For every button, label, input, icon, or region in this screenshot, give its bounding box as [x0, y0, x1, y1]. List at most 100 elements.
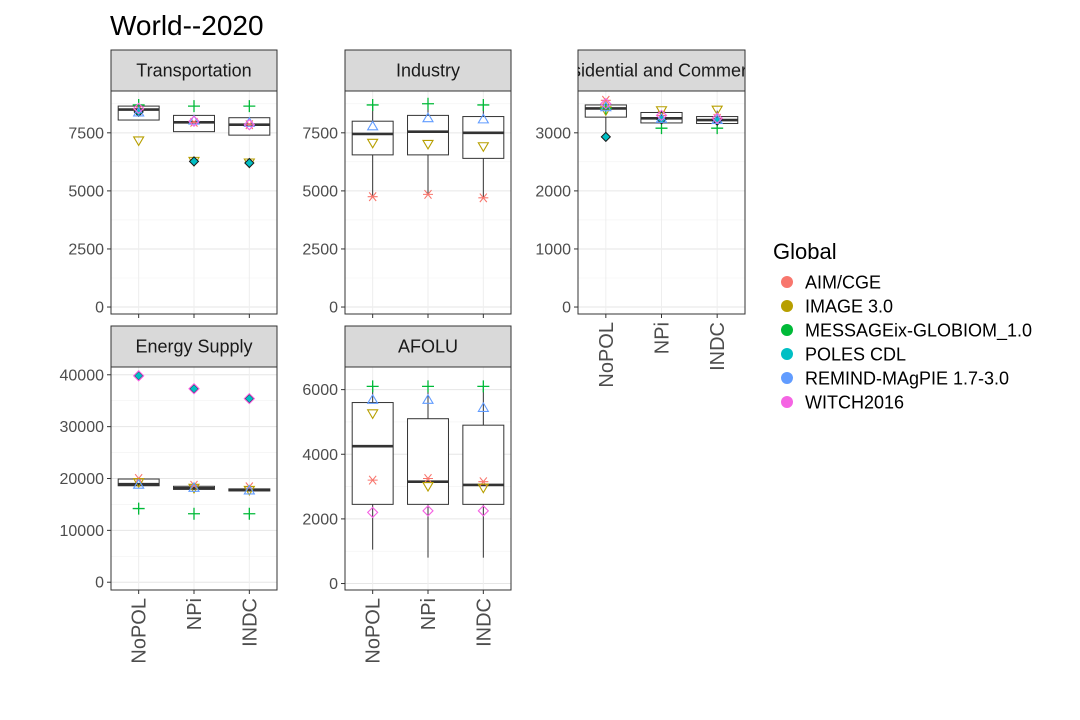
- box-npi: [173, 485, 215, 490]
- legend-key: [781, 276, 793, 288]
- point-messageix-globiom-1-0: [422, 97, 434, 110]
- facet-panel-energy-supply: Energy Supply 0 10000 20000 30000 40000 NoPOL N…: [60, 325, 278, 664]
- point-image-3-0: [366, 409, 379, 420]
- facet-strip-label: AFOLU: [398, 337, 458, 357]
- point-messageix-globiom-1-0: [132, 502, 145, 515]
- facet-panel-transportation: Transportation 0 2500 5000 7500: [68, 49, 278, 318]
- point-messageix-globiom-1-0: [477, 98, 490, 111]
- point-image-3-0: [477, 142, 490, 153]
- point-poles-cdl: [133, 370, 144, 382]
- point-image-3-0: [366, 138, 379, 149]
- y-tick-label: 2000: [535, 183, 571, 200]
- legend-label: IMAGE 3.0: [805, 297, 893, 317]
- box-indc: [462, 386, 505, 558]
- box-nopol: [351, 386, 394, 550]
- facet-strip: [110, 325, 278, 368]
- y-tick-label: 2500: [68, 241, 104, 258]
- point-witch2016: [655, 109, 668, 122]
- legend-label: AIM/CGE: [805, 273, 881, 293]
- legend-key: [781, 324, 793, 336]
- point-remind-magpie-1-7-3-0: [243, 484, 256, 495]
- point-poles-cdl: [600, 131, 612, 143]
- facet-panel-industry: Industry 0 2500 5000 7500: [302, 49, 512, 318]
- point-aim-cge: [423, 189, 433, 200]
- facet-panel-afolu: AFOLU 0 2000 4000 6000 NoPOL NPi INDC: [302, 325, 512, 664]
- point-messageix-globiom-1-0: [477, 380, 490, 393]
- point-witch2016: [600, 97, 612, 110]
- y-tick-label: 2000: [302, 511, 338, 528]
- box-nopol: [351, 104, 394, 196]
- box-body: [462, 424, 505, 505]
- y-tick-label: 2500: [302, 241, 338, 258]
- point-image-3-0: [422, 482, 434, 493]
- x-tick-label: NPi: [652, 322, 674, 354]
- point-witch2016: [243, 392, 256, 405]
- x-tick-label: NoPOL: [129, 598, 151, 664]
- point-aim-cge: [600, 95, 611, 105]
- x-tick-label: NPi: [184, 598, 206, 630]
- point-image-3-0: [132, 136, 145, 147]
- y-tick-label: 0: [562, 300, 571, 317]
- point-aim-cge: [367, 475, 378, 485]
- y-tick-label: 10000: [60, 523, 105, 540]
- facet-strip: [577, 49, 746, 92]
- point-image-3-0: [655, 106, 668, 117]
- y-tick-label: 5000: [302, 183, 338, 200]
- facet-panels: Transportation 0 2500 5000 7500 Industry 0 2500…: [60, 49, 774, 664]
- facet-strip: [344, 325, 512, 368]
- facet-strip-label: Transportation: [136, 61, 251, 81]
- point-image-3-0: [188, 483, 200, 494]
- model-points: [366, 97, 490, 203]
- model-points: [132, 370, 256, 520]
- legend-label: POLES CDL: [805, 345, 906, 365]
- facet-panel-residential-and-commercial: Residential and Commercial 0 1000 2000 3000 N…: [535, 49, 774, 388]
- point-witch2016: [132, 370, 145, 382]
- point-poles-cdl: [188, 383, 200, 394]
- legend-key: [781, 372, 793, 384]
- point-witch2016: [188, 383, 200, 395]
- legend-key: [781, 348, 793, 360]
- y-tick-label: 0: [95, 300, 104, 317]
- y-tick-label: 6000: [302, 382, 338, 399]
- legend-title: Global: [773, 239, 837, 264]
- model-points: [599, 95, 724, 143]
- y-tick-label: 1000: [535, 241, 571, 258]
- facet-strip: [344, 49, 512, 92]
- point-remind-magpie-1-7-3-0: [188, 114, 200, 125]
- facet-strip-label: Residential and Commercial: [549, 61, 774, 81]
- point-aim-cge: [478, 193, 489, 203]
- point-aim-cge: [367, 192, 378, 202]
- legend-entry-messageix-globiom-1-0: MESSAGEix-GLOBIOM_1.0: [781, 321, 1032, 342]
- facet-strip-label: Energy Supply: [135, 337, 252, 357]
- legend-entry-poles-cdl: POLES CDL: [781, 345, 906, 365]
- point-image-3-0: [477, 483, 490, 494]
- y-tick-label: 0: [95, 575, 104, 592]
- legend-entry-image-3-0: IMAGE 3.0: [781, 297, 893, 317]
- point-poles-cdl: [244, 393, 255, 404]
- point-messageix-globiom-1-0: [422, 380, 434, 393]
- legend-entry-witch2016: WITCH2016: [781, 393, 904, 413]
- point-witch2016: [366, 506, 379, 519]
- box-body: [351, 120, 394, 156]
- point-image-3-0: [422, 139, 434, 151]
- y-tick-label: 30000: [60, 419, 105, 436]
- point-messageix-globiom-1-0: [243, 507, 256, 520]
- legend: Global AIM/CGE IMAGE 3.0 MESSAGEix-GLOBIOM…: [773, 239, 1032, 413]
- y-tick-label: 7500: [302, 125, 338, 142]
- point-poles-cdl: [244, 157, 255, 169]
- point-poles-cdl: [188, 156, 200, 167]
- model-points: [366, 380, 490, 519]
- x-tick-label: NPi: [418, 598, 440, 630]
- legend-label: WITCH2016: [805, 393, 904, 413]
- point-remind-magpie-1-7-3-0: [422, 112, 434, 123]
- box-indc: [228, 488, 271, 492]
- point-messageix-globiom-1-0: [243, 100, 256, 113]
- x-tick-label: NoPOL: [363, 598, 385, 664]
- point-messageix-globiom-1-0: [366, 380, 379, 393]
- y-tick-label: 20000: [60, 471, 105, 488]
- point-remind-magpie-1-7-3-0: [422, 393, 434, 404]
- x-tick-label: INDC: [473, 598, 495, 647]
- legend-label: MESSAGEix-GLOBIOM_1.0: [805, 321, 1032, 342]
- point-remind-magpie-1-7-3-0: [477, 401, 490, 412]
